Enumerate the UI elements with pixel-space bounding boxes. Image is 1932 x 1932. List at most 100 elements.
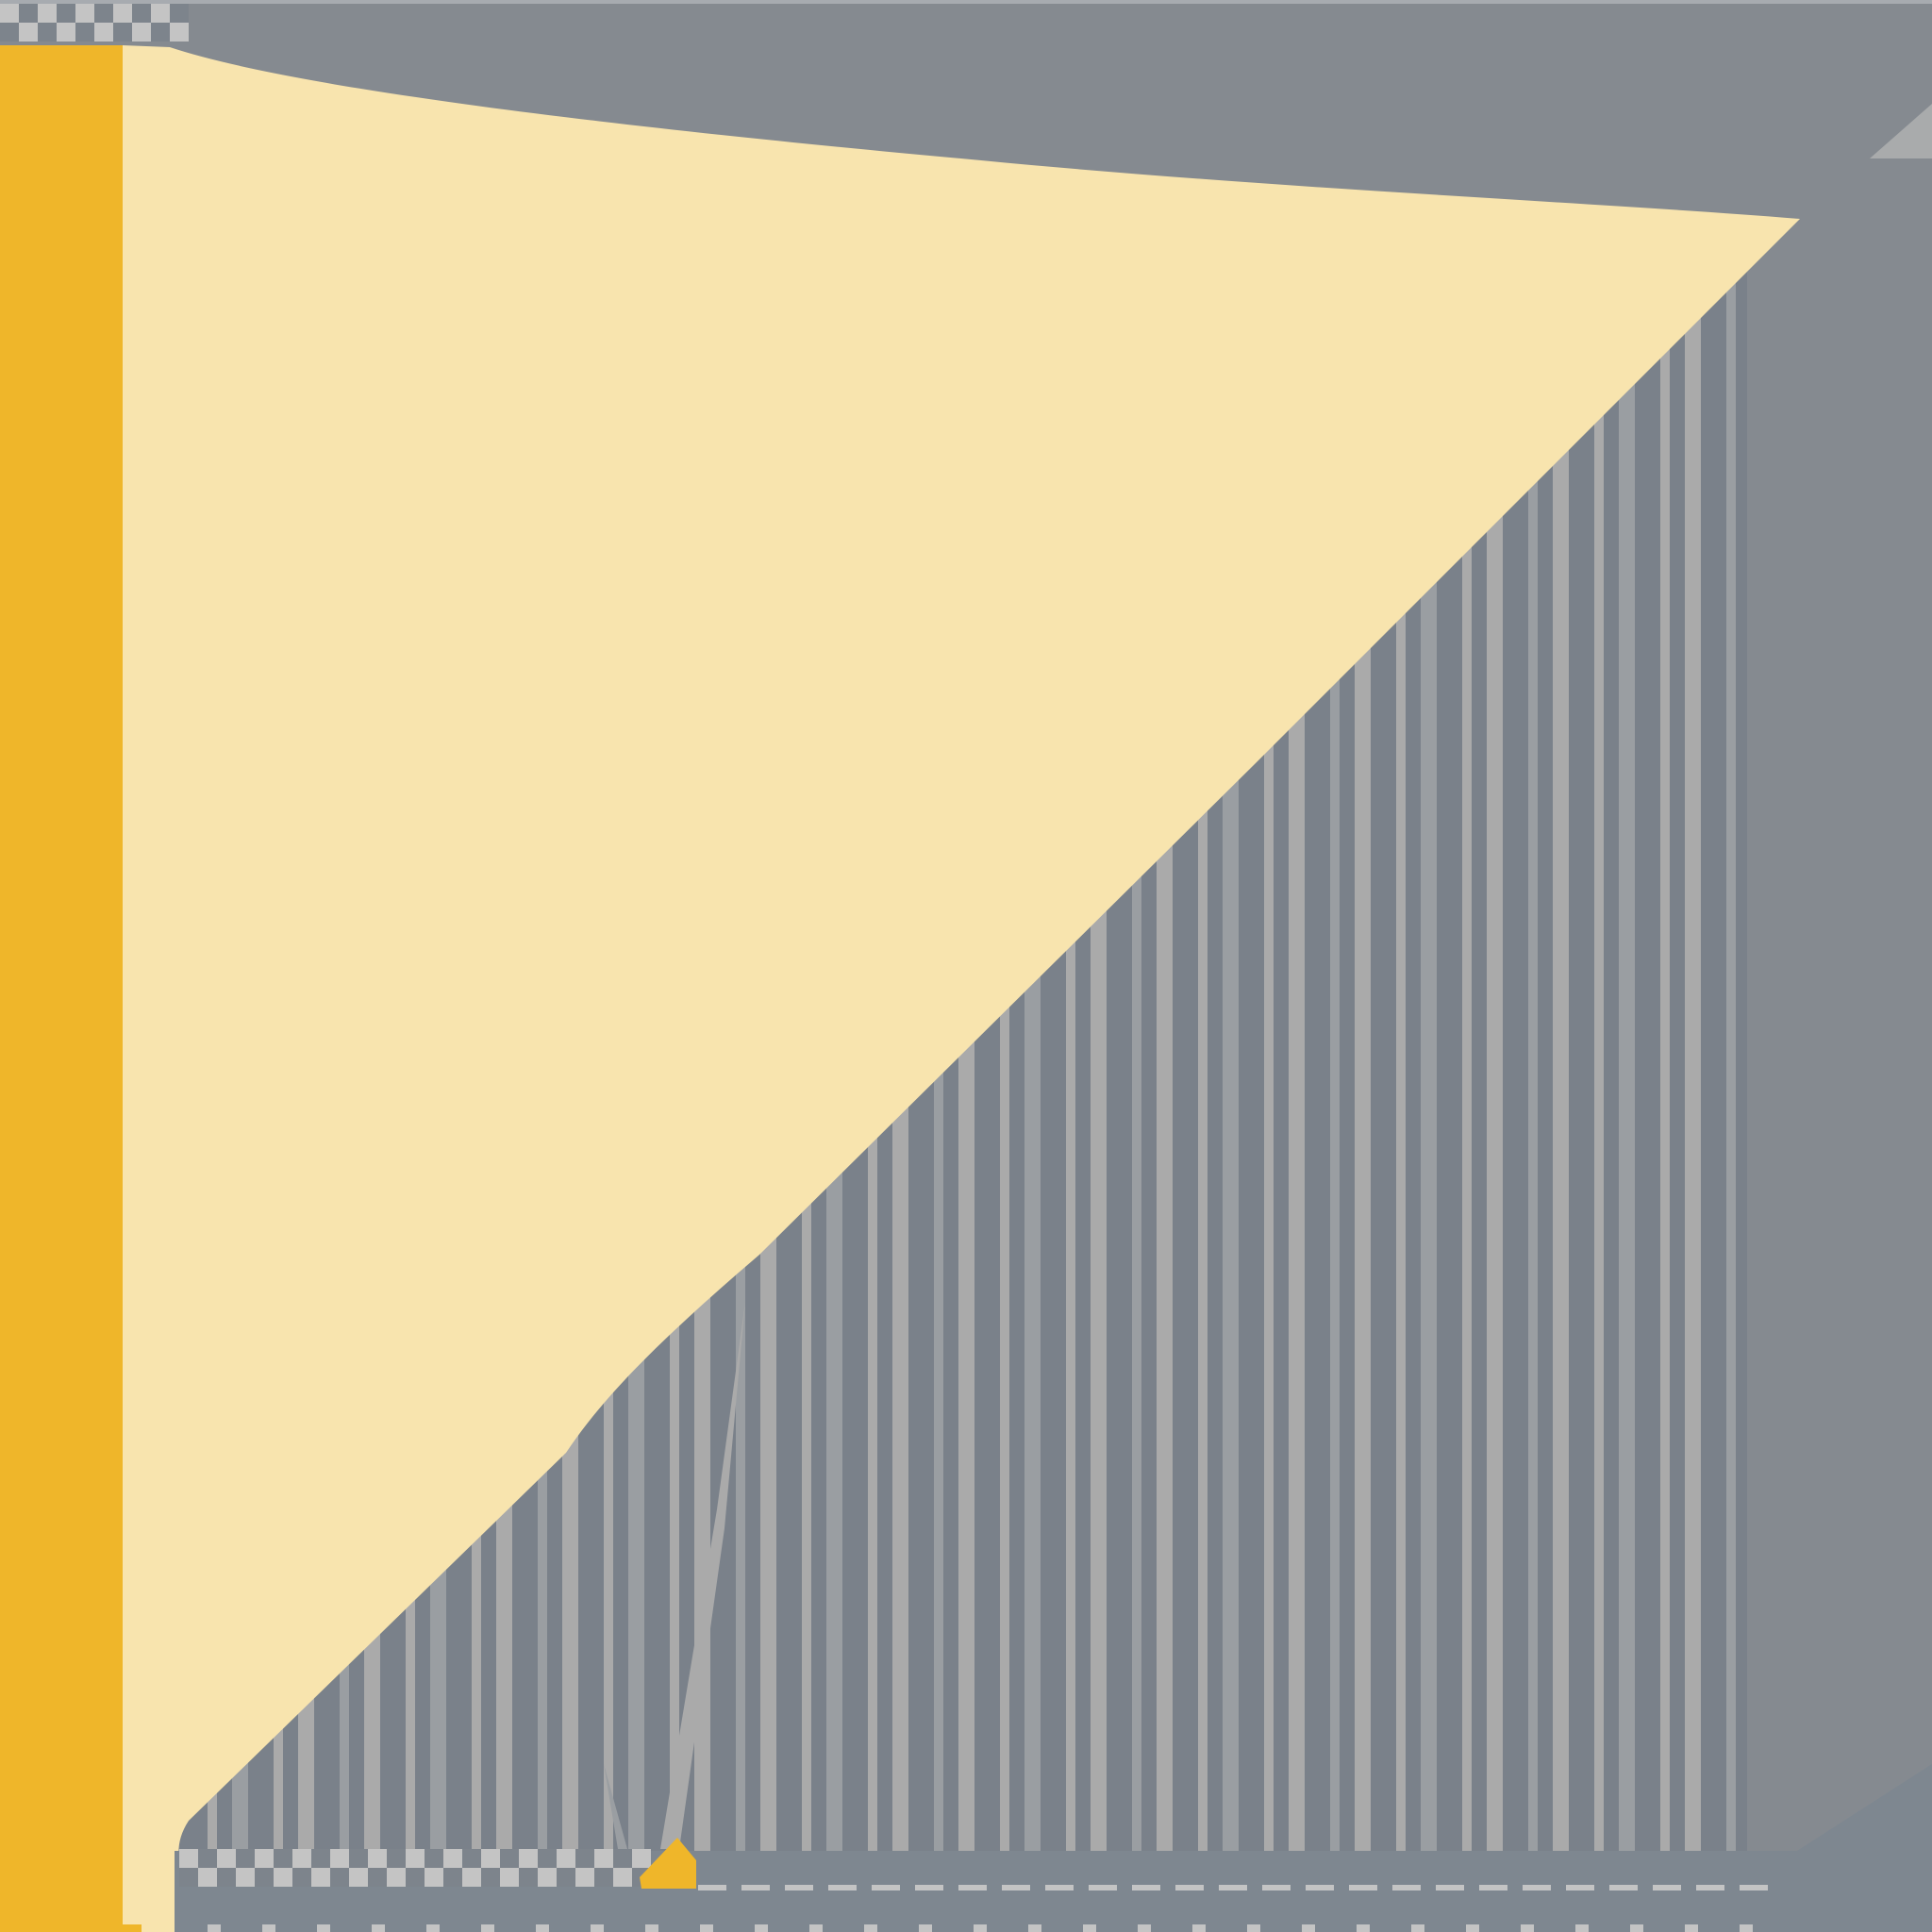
checker-bottom-cell <box>387 1868 406 1887</box>
checker-top-cell <box>132 23 151 42</box>
checker-bottom-cell <box>481 1868 500 1887</box>
bar-stripe <box>1462 264 1472 1858</box>
dash <box>872 1885 900 1890</box>
bar-stripe <box>1264 264 1274 1858</box>
tick <box>1138 1924 1151 1932</box>
checker-bottom-cell <box>274 1849 292 1868</box>
bar-stripe <box>1198 264 1208 1858</box>
bar-stripe <box>1487 264 1503 1858</box>
checker-bottom-cell <box>236 1849 255 1868</box>
dash <box>1002 1885 1030 1890</box>
tick <box>1411 1924 1424 1932</box>
checker-bottom-cell <box>500 1868 519 1887</box>
dash <box>1523 1885 1551 1890</box>
checker-bottom-cell <box>575 1868 594 1887</box>
tick <box>536 1924 549 1932</box>
dash <box>1653 1885 1681 1890</box>
dash <box>1609 1885 1638 1890</box>
bar-stripe <box>1553 264 1569 1858</box>
checker-bottom-cell <box>274 1868 292 1887</box>
tick <box>1302 1924 1315 1932</box>
checker-top-cell <box>0 4 19 23</box>
bar-stripe <box>1066 264 1075 1858</box>
tick <box>1357 1924 1370 1932</box>
tick-row <box>208 1924 1753 1932</box>
checker-bottom-cell <box>368 1868 387 1887</box>
tick <box>974 1924 987 1932</box>
checker-bottom-cell <box>613 1868 632 1887</box>
tick <box>1521 1924 1534 1932</box>
bar-stripe <box>1619 264 1635 1858</box>
bar-stripe <box>1660 264 1670 1858</box>
dash <box>958 1885 987 1890</box>
checker-bottom-cell <box>311 1868 330 1887</box>
dash <box>1479 1885 1507 1890</box>
tick <box>1247 1924 1260 1932</box>
tick <box>208 1924 221 1932</box>
dash <box>1392 1885 1421 1890</box>
dash <box>1132 1885 1160 1890</box>
checker-bottom-cell <box>179 1868 198 1887</box>
checker-bottom-cell <box>462 1868 481 1887</box>
dash <box>785 1885 813 1890</box>
bar-stripe <box>1421 264 1437 1858</box>
checker-bottom-cell <box>179 1849 198 1868</box>
bar-stripe <box>1132 264 1141 1858</box>
bar-stripe <box>1355 264 1371 1858</box>
checker-top-cell <box>132 4 151 23</box>
checker-bottom-cell <box>349 1849 368 1868</box>
tick <box>645 1924 658 1932</box>
checker-bottom-cell <box>198 1849 217 1868</box>
checker-bottom-cell <box>292 1868 311 1887</box>
thin-spike-left <box>564 1453 574 1849</box>
checker-top-cell <box>151 23 170 42</box>
checker-bottom-cell <box>198 1868 217 1887</box>
checker-bottom-cell <box>632 1849 651 1868</box>
dash <box>828 1885 857 1890</box>
checker-bottom-cell <box>462 1849 481 1868</box>
dash <box>1219 1885 1247 1890</box>
top-border-line <box>0 0 1932 4</box>
accent-strip <box>0 45 123 1932</box>
checker-bottom-cell <box>406 1868 425 1887</box>
dash-row <box>698 1885 1768 1890</box>
checker-bottom-cell <box>425 1849 443 1868</box>
tick <box>317 1924 330 1932</box>
tick <box>1083 1924 1096 1932</box>
checker-bottom-cell <box>217 1868 236 1887</box>
right-slope <box>1797 1764 1932 1932</box>
checker-bottom-cell <box>236 1868 255 1887</box>
checker-bottom-cell <box>330 1868 349 1887</box>
checker-bottom-cell <box>557 1849 575 1868</box>
tick <box>1028 1924 1041 1932</box>
checker-bottom-cell <box>519 1849 538 1868</box>
checker-top-cell <box>19 4 38 23</box>
bar-stripe <box>1396 264 1406 1858</box>
tick <box>1575 1924 1589 1932</box>
checker-bottom-cell <box>594 1849 613 1868</box>
checker-bottom-cell <box>349 1868 368 1887</box>
checker-top-cell <box>75 4 94 23</box>
checker-bottom-cell <box>538 1849 557 1868</box>
dash <box>915 1885 943 1890</box>
tick <box>481 1924 494 1932</box>
checker-bottom-cell <box>387 1849 406 1868</box>
checker-top-cell <box>19 23 38 42</box>
dash <box>1306 1885 1334 1890</box>
checker-bottom-cell <box>443 1849 462 1868</box>
checker-top-cell <box>38 4 57 23</box>
checker-top-cell <box>38 23 57 42</box>
tick <box>1466 1924 1479 1932</box>
checker-top-cell <box>151 4 170 23</box>
checker-top-cell <box>94 4 113 23</box>
checker-bottom-cell <box>443 1868 462 1887</box>
checker-bottom-cell <box>538 1868 557 1887</box>
corner-triangle-icon <box>1870 104 1932 158</box>
checker-top-cell <box>94 23 113 42</box>
checker-bottom-cell <box>500 1849 519 1868</box>
cream-wedge <box>123 45 1800 1932</box>
checker-top-cell <box>113 23 132 42</box>
dash <box>1349 1885 1377 1890</box>
dash <box>1045 1885 1074 1890</box>
